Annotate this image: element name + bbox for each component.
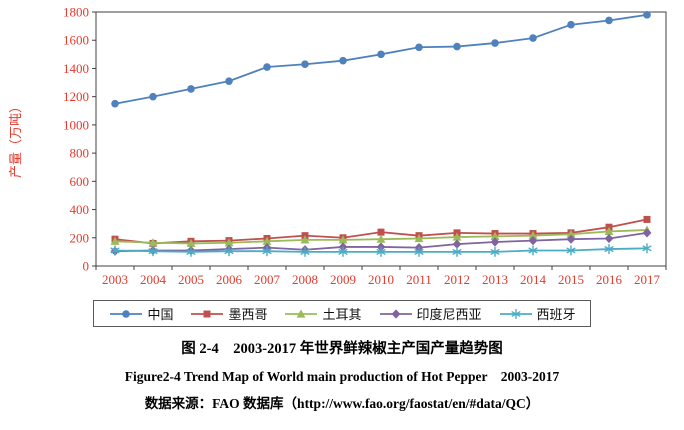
caption-english: Figure2-4 Trend Map of World main produc…: [124, 369, 560, 384]
svg-text:产量（万吨）: 产量（万吨）: [8, 100, 23, 178]
svg-text:2006: 2006: [216, 272, 243, 287]
svg-text:1400: 1400: [63, 61, 89, 76]
caption-chinese: 图 2-4 2003-2017 年世界鲜辣椒主产国产量趋势图: [181, 341, 503, 357]
svg-text:2015: 2015: [558, 272, 584, 287]
legend-item-3: 印度尼西亚: [378, 304, 482, 323]
svg-text:2008: 2008: [292, 272, 318, 287]
caption-data-source: 数据来源：FAO 数据库（http://www.fao.org/faostat/…: [144, 396, 540, 411]
svg-text:1800: 1800: [63, 5, 89, 20]
svg-text:2007: 2007: [254, 272, 281, 287]
legend-item-2: 土耳其: [283, 304, 362, 323]
svg-text:2012: 2012: [444, 272, 470, 287]
line-chart: 0 200 400 600 800 1000 1200 1400 1600 1800 产量（万吨） 2…: [8, 5, 667, 287]
legend-box: 中国 墨西哥 土耳其 印度尼西亚 西班牙: [93, 300, 591, 327]
legend-label: 西班牙: [536, 307, 576, 322]
svg-text:800: 800: [70, 146, 90, 161]
svg-text:2009: 2009: [330, 272, 356, 287]
chart-area: 0 200 400 600 800 1000 1200 1400 1600 1800 产量（万吨） 2…: [0, 2, 684, 298]
chart-legend: 中国 墨西哥 土耳其 印度尼西亚 西班牙: [0, 300, 684, 327]
svg-text:400: 400: [70, 202, 90, 217]
svg-text:2004: 2004: [140, 272, 167, 287]
svg-text:2005: 2005: [178, 272, 204, 287]
legend-label: 墨西哥: [228, 307, 268, 322]
legend-label: 印度尼西亚: [416, 307, 482, 322]
legend-label: 中国: [147, 307, 174, 322]
svg-text:600: 600: [70, 174, 90, 189]
svg-text:2014: 2014: [520, 272, 547, 287]
svg-text:2003: 2003: [102, 272, 128, 287]
svg-text:2013: 2013: [482, 272, 508, 287]
triangle-marker-icon: [285, 308, 318, 318]
svg-text:2017: 2017: [634, 272, 661, 287]
svg-text:2011: 2011: [406, 272, 432, 287]
legend-label: 土耳其: [322, 307, 362, 322]
svg-text:200: 200: [70, 230, 90, 245]
diamond-marker-icon: [379, 308, 412, 319]
legend-item-4: 西班牙: [498, 304, 576, 323]
svg-text:1600: 1600: [63, 33, 89, 48]
svg-text:0: 0: [83, 259, 90, 274]
svg-text:2016: 2016: [596, 272, 623, 287]
svg-text:2010: 2010: [368, 272, 394, 287]
asterisk-marker-icon: [499, 308, 532, 319]
legend-item-1: 墨西哥: [189, 304, 267, 323]
square-marker-icon: [191, 310, 224, 317]
svg-text:1000: 1000: [63, 117, 89, 132]
legend-item-0: 中国: [108, 304, 173, 323]
circle-marker-icon: [110, 309, 143, 318]
svg-text:1200: 1200: [63, 89, 89, 104]
